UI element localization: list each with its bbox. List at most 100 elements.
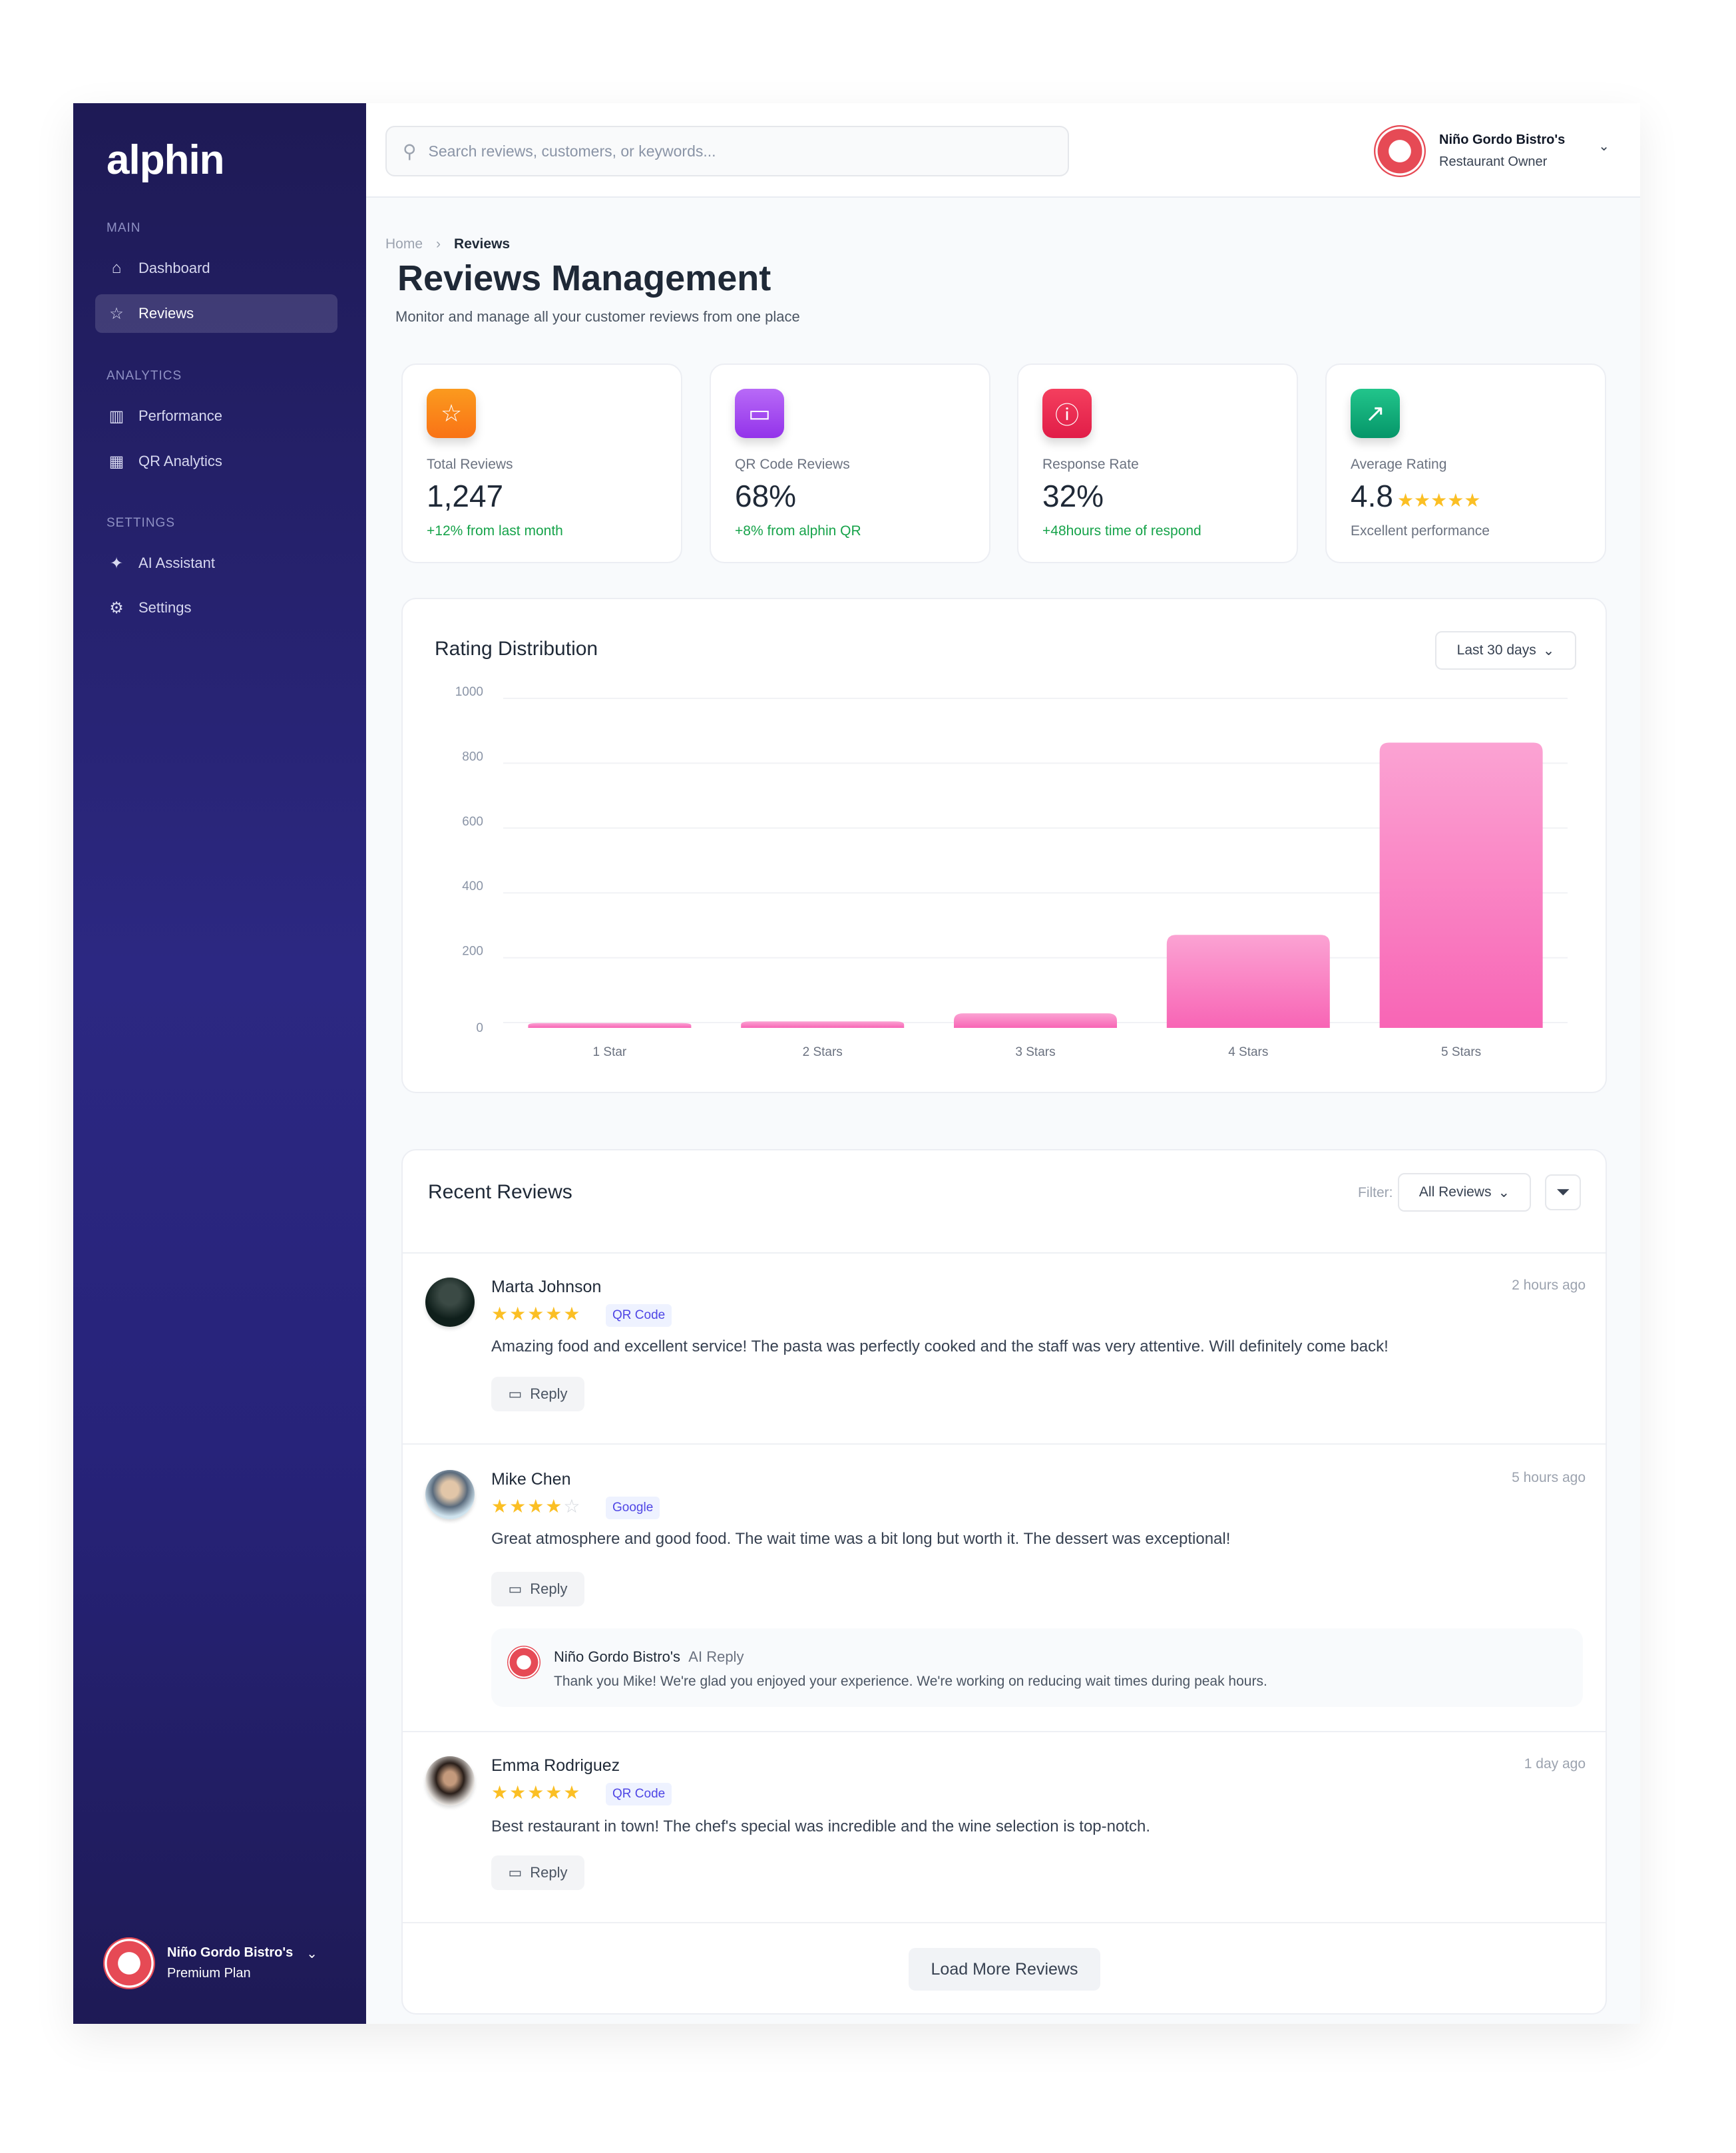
stat-value: 32% [1042, 479, 1104, 513]
avatar [425, 1756, 475, 1805]
reply-button[interactable]: ▭ Reply [491, 1572, 584, 1606]
gear-icon: ⚙ [109, 598, 124, 617]
reviewer-name: Mike Chen [491, 1470, 571, 1489]
qr-code-icon: ▦ [108, 452, 124, 471]
bar-1-star[interactable] [528, 1023, 692, 1028]
profile-name: Niño Gordo Bistro's [167, 1945, 294, 1960]
sidebar: alphin MAIN ⌂ Dashboard ☆ Reviews ANALYTIC… [73, 103, 366, 2024]
restaurant-logo-avatar [1374, 125, 1426, 177]
sidebar-item-reviews[interactable]: ☆ Reviews [95, 294, 337, 333]
source-badge: QR Code [606, 1783, 672, 1805]
page-title: Reviews Management [397, 258, 771, 298]
message-icon: ▭ [508, 1864, 523, 1881]
sidebar-item-label: Reviews [138, 305, 194, 322]
top-bar: ⚲ Search reviews, customers, or keywords.… [366, 103, 1640, 198]
source-badge: QR Code [606, 1304, 672, 1327]
divider [403, 1731, 1606, 1732]
stat-label: Average Rating [1351, 457, 1447, 472]
filter-dropdown[interactable]: All Reviews ⌄ [1398, 1173, 1531, 1212]
search-icon: ⚲ [403, 140, 417, 162]
divider [403, 1922, 1606, 1923]
review-text: Best restaurant in town! The chef's spec… [491, 1817, 1151, 1835]
chevron-down-icon: ⌄ [1498, 1184, 1510, 1200]
sidebar-item-label: Settings [138, 599, 192, 616]
bar-3-stars[interactable] [954, 1013, 1117, 1028]
avatar [425, 1470, 475, 1519]
load-more-button[interactable]: Load More Reviews [909, 1948, 1100, 1991]
filter-button[interactable]: ⏷ [1545, 1174, 1581, 1210]
section-label-analytics: ANALYTICS [107, 369, 182, 383]
ai-reply-header: Niño Gordo Bistro's AI Reply [554, 1648, 744, 1666]
chevron-down-icon[interactable]: ⌄ [1598, 138, 1610, 154]
y-tick-label: 0 [476, 1021, 483, 1035]
y-tick-label: 1000 [455, 685, 483, 699]
bar-2-stars[interactable] [741, 1021, 905, 1028]
reviewer-name: Emma Rodriguez [491, 1756, 620, 1775]
stat-note: +8% from alphin QR [735, 523, 861, 539]
sidebar-item-label: AI Assistant [138, 555, 215, 571]
sidebar-item-label: Performance [138, 407, 222, 424]
reply-button[interactable]: ▭ Reply [491, 1855, 584, 1890]
search-input[interactable]: ⚲ Search reviews, customers, or keywords.… [385, 126, 1069, 176]
section-label-settings: SETTINGS [107, 516, 176, 530]
reply-label: Reply [530, 1385, 568, 1402]
rating-distribution-card: Rating Distribution Last 30 days ⌄ 0 200 40… [401, 598, 1607, 1093]
x-tick-label: 4 Stars [1228, 1045, 1268, 1059]
date-range-dropdown[interactable]: Last 30 days ⌄ [1435, 631, 1576, 670]
star-icon: ☆ [427, 389, 476, 438]
section-label-main: MAIN [107, 221, 141, 235]
sidebar-profile[interactable]: Niño Gordo Bistro's Premium Plan ⌄ [103, 1937, 318, 1989]
divider [403, 1443, 1606, 1445]
message-icon: ▭ [508, 1385, 523, 1402]
sidebar-item-performance[interactable]: ▥ Performance [95, 397, 337, 435]
reviewer-name: Marta Johnson [491, 1278, 602, 1296]
bar-chart-icon: ▥ [108, 407, 124, 425]
review-text: Great atmosphere and good food. The wait… [491, 1530, 1231, 1548]
stat-card-qr-code-reviews: ▭ QR Code Reviews 68% +8% from alphin QR [710, 363, 990, 563]
user-profile-menu[interactable]: Niño Gordo Bistro's Restaurant Owner ⌄ [1374, 125, 1610, 177]
breadcrumb-current: Reviews [454, 236, 511, 252]
trending-up-icon: ↗ [1351, 389, 1400, 438]
breadcrumb-home[interactable]: Home [385, 236, 423, 252]
profile-role: Restaurant Owner [1439, 154, 1548, 169]
bar-4-stars[interactable] [1166, 935, 1330, 1028]
x-tick-label: 2 Stars [803, 1045, 843, 1059]
stat-label: Total Reviews [427, 457, 513, 472]
stat-value: 4.8 [1351, 479, 1393, 513]
sidebar-item-settings[interactable]: ⚙ Settings [95, 589, 337, 627]
rating-stars-icon: ★★★★★ [491, 1304, 582, 1324]
sidebar-item-ai-assistant[interactable]: ✦ AI Assistant [95, 544, 337, 583]
stat-value-row: 4.8 ★★★★★ [1351, 478, 1480, 514]
reply-button[interactable]: ▭ Reply [491, 1377, 584, 1411]
divider [403, 1252, 1606, 1254]
sparkles-icon: ✦ [109, 554, 124, 573]
bar-5-stars[interactable] [1379, 742, 1543, 1028]
alert-circle-icon: ⓘ [1042, 389, 1092, 438]
stat-note: +12% from last month [427, 523, 563, 539]
stat-card-response-rate: ⓘ Response Rate 32% +48hours time of res… [1017, 363, 1298, 563]
y-tick-label: 200 [462, 945, 483, 959]
profile-name: Niño Gordo Bistro's [1439, 132, 1566, 147]
filter-label: Filter: [1358, 1185, 1393, 1200]
funnel-icon: ⏷ [1556, 1182, 1570, 1202]
rating-stars-icon: ★★★★★ [1397, 490, 1481, 511]
reply-label: Reply [530, 1864, 568, 1881]
recent-reviews-card: Recent Reviews Filter: All Reviews ⌄ ⏷ Ma… [401, 1149, 1607, 2015]
y-tick-label: 800 [462, 750, 483, 764]
stat-value: 68% [735, 479, 797, 513]
chevron-down-icon[interactable]: ⌄ [306, 1946, 318, 1961]
bar-chart: 0 200 400 600 800 1000 1 Star 2 Stars 3 Stars 4 S… [455, 685, 1568, 1059]
reviews-title: Recent Reviews [428, 1181, 572, 1203]
review-time: 5 hours ago [1512, 1470, 1586, 1485]
stat-card-average-rating: ↗ Average Rating 4.8 ★★★★★ Excellent perf… [1325, 363, 1606, 563]
source-badge: Google [606, 1497, 660, 1519]
message-icon: ▭ [735, 389, 784, 438]
chevron-right-icon: › [436, 236, 441, 252]
profile-plan: Premium Plan [167, 1966, 251, 1981]
sidebar-item-qr-analytics[interactable]: ▦ QR Analytics [95, 442, 337, 481]
review-text: Amazing food and excellent service! The … [491, 1337, 1389, 1355]
x-tick-label: 1 Star [593, 1045, 627, 1059]
sidebar-item-dashboard[interactable]: ⌂ Dashboard [95, 249, 337, 288]
app-window: alphin MAIN ⌂ Dashboard ☆ Reviews ANALYTIC… [73, 103, 1640, 2024]
avatar [425, 1278, 475, 1327]
